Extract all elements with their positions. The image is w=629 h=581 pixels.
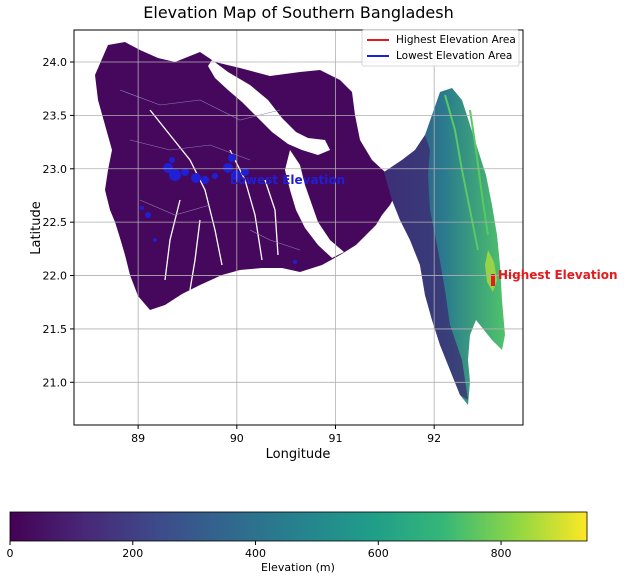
highest-elevation-annotation: Highest Elevation <box>498 268 618 282</box>
x-tick-label: 89 <box>131 432 145 445</box>
y-axis-ticks: 21.0 21.5 22.0 22.5 23.0 23.5 24.0 <box>43 56 74 389</box>
y-tick-label: 22.0 <box>43 270 68 283</box>
y-tick-label: 21.5 <box>43 323 68 336</box>
colorbar-gradient <box>9 511 588 542</box>
colorbar-label: Elevation (m) <box>261 561 335 574</box>
lowest-elevation-annotation: Lowest Elevation <box>230 173 345 187</box>
eastern-lowland-overlay <box>384 135 468 400</box>
y-tick-label: 22.5 <box>43 216 68 229</box>
y-tick-label: 23.5 <box>43 109 68 122</box>
y-tick-label: 23.0 <box>43 163 68 176</box>
y-tick-label: 21.0 <box>43 376 68 389</box>
river-channel <box>208 60 330 155</box>
legend: Highest Elevation Area Lowest Elevation … <box>361 29 520 67</box>
colorbar-tick-label: 200 <box>122 547 143 560</box>
colorbar-tick-label: 800 <box>491 547 512 560</box>
x-axis-label: Longitude <box>266 447 331 462</box>
lowest-elevation-area <box>140 154 297 264</box>
x-tick-label: 92 <box>427 432 441 445</box>
grid-lines <box>74 30 523 425</box>
y-axis-label: Latitude <box>29 201 44 255</box>
x-tick-label: 90 <box>230 432 244 445</box>
legend-box <box>361 29 520 67</box>
colorbar-tick-label: 400 <box>245 547 266 560</box>
plot-frame <box>73 29 524 426</box>
y-tick-label: 24.0 <box>43 56 68 69</box>
colorbar: 0 200 400 600 800 Elevation (m) <box>7 511 588 574</box>
colorbar-tick-label: 600 <box>368 547 389 560</box>
highest-elevation-area <box>491 274 495 286</box>
hill-ridge-streak <box>444 94 489 251</box>
map-layer <box>95 42 505 405</box>
colorbar-tick-label: 0 <box>7 547 14 560</box>
river-channel-3 <box>119 89 301 251</box>
legend-label-highest: Highest Elevation Area <box>396 34 516 46</box>
legend-label-lowest: Lowest Elevation Area <box>396 50 512 62</box>
river-estuary <box>285 150 344 258</box>
chart-title: Elevation Map of Southern Bangladesh <box>143 3 454 22</box>
colorbar-ticks: 0 200 400 600 800 <box>7 541 512 560</box>
x-axis-ticks: 89 90 91 92 <box>131 425 441 445</box>
x-tick-label: 91 <box>329 432 343 445</box>
